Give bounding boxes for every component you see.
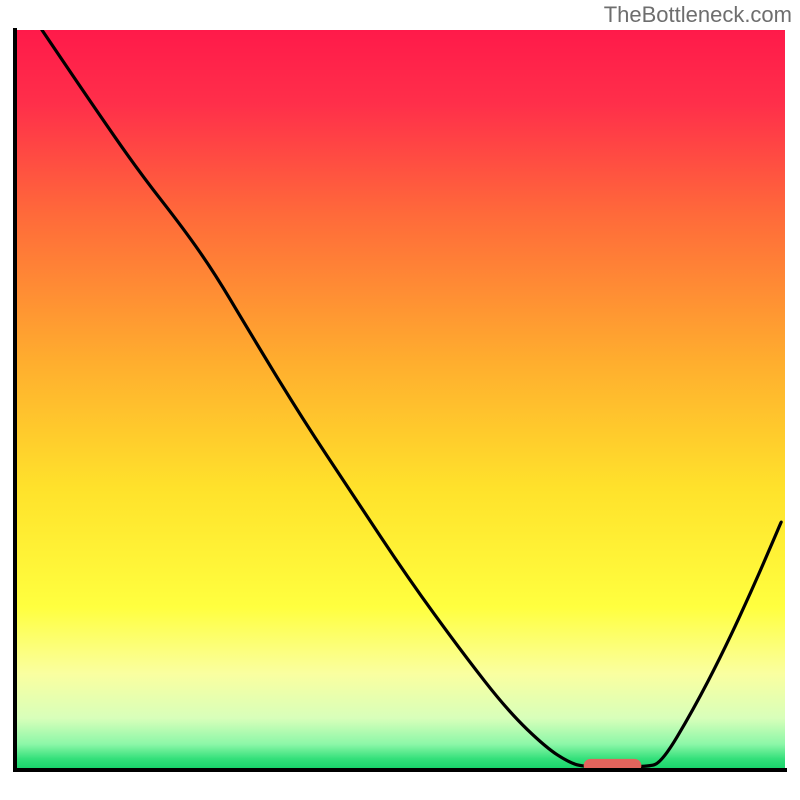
bottleneck-chart — [0, 0, 800, 800]
gradient-fill — [15, 30, 785, 770]
chart-container: TheBottleneck.com — [0, 0, 800, 800]
watermark-label: TheBottleneck.com — [604, 2, 792, 28]
